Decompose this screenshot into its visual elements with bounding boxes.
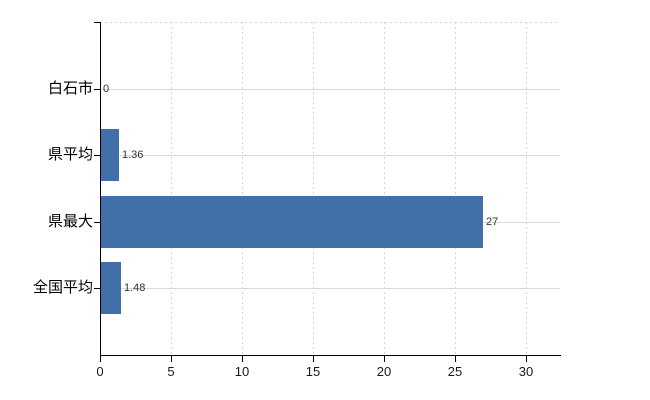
x-gridline: [526, 22, 527, 355]
category-label: 県最大: [47, 213, 93, 230]
bar-value-label: 1.36: [122, 149, 144, 161]
x-tick-label: 20: [376, 364, 392, 379]
x-tick-label: 15: [305, 364, 321, 379]
x-tick-label: 0: [96, 364, 104, 379]
y-gridline: [100, 155, 560, 156]
x-axis-line: [100, 355, 561, 356]
y-axis-tick: [94, 222, 100, 223]
x-axis-tick: [171, 355, 172, 362]
x-axis-tick: [100, 355, 101, 362]
y-axis-tick: [94, 155, 100, 156]
bar-value-label: 1.48: [124, 282, 146, 294]
x-axis-tick: [455, 355, 456, 362]
x-tick-label: 5: [167, 364, 175, 379]
category-label: 全国平均: [32, 279, 93, 296]
x-tick-label: 30: [518, 364, 534, 379]
bar-value-label: 27: [486, 216, 499, 228]
y-axis-top-tick: [94, 22, 100, 23]
category-label: 県平均: [47, 146, 93, 163]
x-gridline: [242, 22, 243, 355]
x-tick-label: 25: [447, 364, 463, 379]
y-gridline: [100, 89, 560, 90]
x-axis-tick: [242, 355, 243, 362]
x-gridline: [313, 22, 314, 355]
x-gridline: [384, 22, 385, 355]
x-axis-tick: [384, 355, 385, 362]
bar: [101, 129, 119, 181]
y-gridline: [100, 288, 560, 289]
bar: [101, 262, 121, 314]
category-label: 白石市: [47, 80, 93, 97]
bar: [101, 196, 483, 248]
y-axis-tick: [94, 89, 100, 90]
plot-top-border: [100, 22, 560, 23]
y-axis-line: [100, 22, 101, 356]
bar-value-label: 0: [103, 83, 110, 95]
x-gridline: [455, 22, 456, 355]
x-axis-tick: [526, 355, 527, 362]
x-gridline: [171, 22, 172, 355]
y-axis-tick: [94, 288, 100, 289]
x-tick-label: 10: [234, 364, 250, 379]
x-axis-tick: [313, 355, 314, 362]
